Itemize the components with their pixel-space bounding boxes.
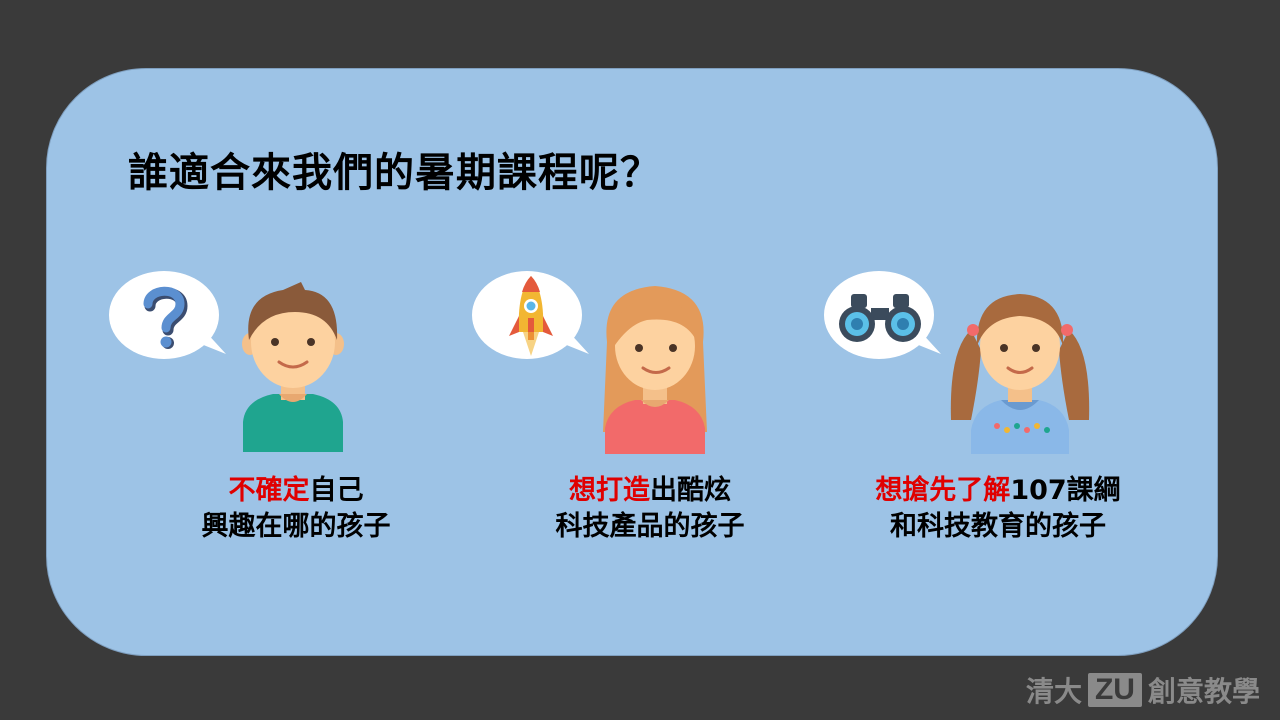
speech-bubble — [109, 271, 226, 359]
rocket-icon — [509, 276, 553, 356]
caption-line1: 想打造出酷炫 — [470, 473, 830, 509]
footer-logo: 清大 ZU 創意教學 — [1026, 670, 1260, 710]
caption-line2: 興趣在哪的孩子 — [201, 511, 391, 542]
persona-caption-3: 想搶先了解107課綱 和科技教育的孩子 — [818, 473, 1178, 545]
girl-pigtails-avatar — [950, 294, 1090, 454]
caption-line1: 不確定自己 — [116, 473, 476, 509]
caption-highlight: 想打造 — [569, 475, 650, 506]
caption-highlight: 不確定 — [228, 475, 310, 506]
boy-avatar — [242, 282, 344, 452]
persona-caption-1: 不確定自己 興趣在哪的孩子 — [116, 473, 476, 545]
persona-girl-pigtails — [823, 270, 1090, 460]
footer-prefix: 清大 — [1025, 675, 1082, 708]
caption-line2: 和科技教育的孩子 — [890, 511, 1106, 542]
zu-logo-badge: ZU — [1087, 673, 1142, 707]
persona-girl-long-hair — [471, 270, 731, 460]
persona-caption-2: 想打造出酷炫 科技產品的孩子 — [470, 473, 830, 545]
caption-line1: 想搶先了解107課綱 — [818, 473, 1178, 509]
question-mark-icon — [143, 286, 188, 349]
caption-line1-rest: 107課綱 — [1010, 475, 1121, 506]
caption-line2: 科技產品的孩子 — [555, 511, 745, 542]
caption-line1-rest: 自己 — [309, 475, 364, 506]
binoculars-icon — [839, 294, 921, 342]
caption-line1-rest: 出酷炫 — [650, 475, 731, 506]
slide-title: 誰適合來我們的暑期課程呢？ — [128, 150, 661, 196]
footer-suffix: 創意教學 — [1147, 675, 1260, 708]
persona-boy — [108, 270, 368, 460]
girl-long-hair-avatar — [603, 286, 707, 454]
caption-highlight: 想搶先了解 — [875, 475, 1011, 506]
